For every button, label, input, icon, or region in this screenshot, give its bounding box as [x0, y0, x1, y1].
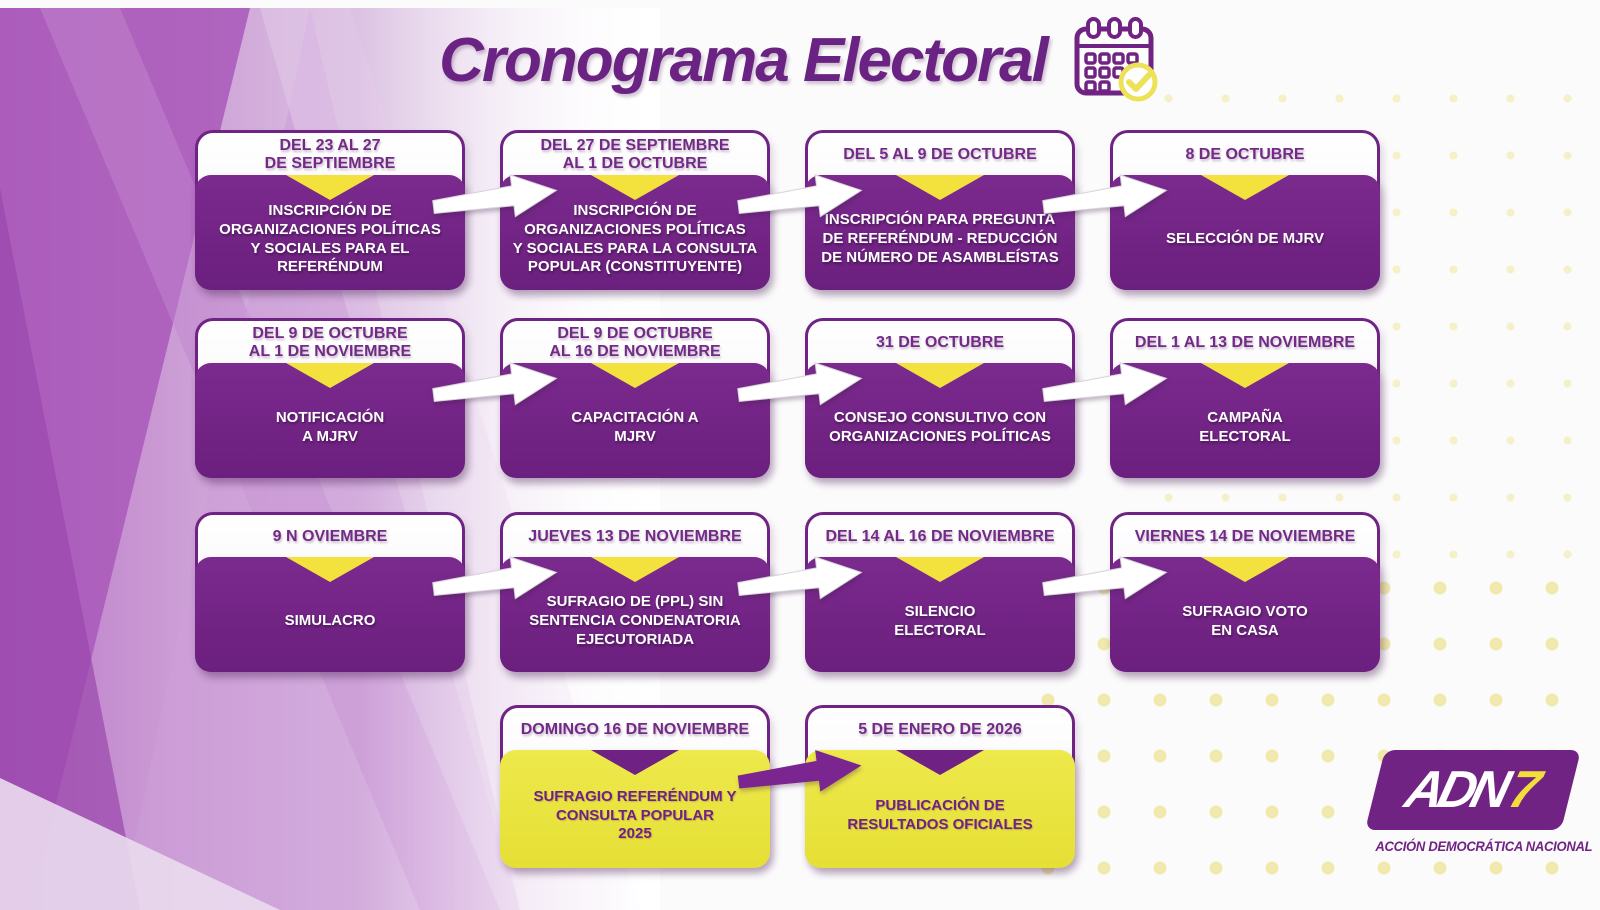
- arrow-right-icon: [432, 362, 558, 406]
- chevron-down-notch-icon: [286, 175, 374, 200]
- arrow-right-icon: [1042, 362, 1168, 406]
- header: Cronograma Electoral: [0, 16, 1600, 104]
- arrow-right-icon: [737, 749, 862, 792]
- card-body-text: SUFRAGIO VOTO EN CASA: [1182, 602, 1308, 639]
- card-date: DEL 27 DE SEPTIEMBRE AL 1 DE OCTUBRE: [540, 137, 730, 172]
- card-body-text: INSCRIPCIÓN DE ORGANIZACIONES POLÍTICAS …: [219, 201, 441, 276]
- chevron-down-notch-icon: [1201, 363, 1289, 388]
- arrow-right-icon: [737, 362, 863, 406]
- chevron-down-notch-icon: [896, 750, 984, 775]
- adn-logo-caption: ACCIÓN DEMOCRÁTICA NACIONAL: [1375, 838, 1593, 854]
- card-body-text: CAPACITACIÓN A MJRV: [571, 408, 699, 445]
- timeline-card: DEL 5 AL 9 DE OCTUBRE INSCRIPCIÓN PARA P…: [805, 130, 1168, 290]
- card-body: SIMULACRO: [195, 557, 465, 672]
- card-body-text: SELECCIÓN DE MJRV: [1165, 230, 1325, 248]
- card-body-text: SUFRAGIO DE (PPL) SIN SENTENCIA CONDENAT…: [529, 593, 741, 648]
- page-title: Cronograma Electoral: [439, 25, 1049, 95]
- adn-logo-letters: ADN: [1399, 761, 1512, 819]
- card-body: CONSEJO CONSULTIVO CON ORGANIZACIONES PO…: [805, 363, 1075, 478]
- timeline-card: DEL 27 DE SEPTIEMBRE AL 1 DE OCTUBRE INS…: [500, 130, 863, 290]
- chevron-down-notch-icon: [1201, 557, 1289, 582]
- card-date: DEL 23 AL 27 DE SEPTIEMBRE: [264, 137, 396, 172]
- chevron-down-notch-icon: [591, 750, 679, 775]
- card-body: NOTIFICACIÓN A MJRV: [195, 363, 465, 478]
- adn-logo-mark: ADN 7: [1365, 750, 1581, 830]
- timeline-card: DEL 1 AL 13 DE NOVIEMBRE CAMPAÑA ELECTOR…: [1110, 318, 1380, 478]
- timeline-card: 8 DE OCTUBRE SELECCIÓN DE MJRV: [1110, 130, 1380, 290]
- card-date: JUEVES 13 DE NOVIEMBRE: [528, 528, 742, 546]
- card-body-text: INSCRIPCIÓN DE ORGANIZACIONES POLÍTICAS …: [512, 201, 758, 276]
- adn-logo-number: 7: [1503, 761, 1547, 819]
- card-body: INSCRIPCIÓN DE ORGANIZACIONES POLÍTICAS …: [195, 175, 465, 290]
- card-body: SUFRAGIO REFERÉNDUM Y CONSULTA POPULAR 2…: [500, 750, 770, 868]
- card-body-text: SUFRAGIO REFERÉNDUM Y CONSULTA POPULAR 2…: [533, 787, 737, 843]
- arrow-right-icon: [1042, 174, 1168, 218]
- card-body-text: NOTIFICACIÓN A MJRV: [275, 408, 385, 445]
- timeline-card: 9 N OVIEMBRE SIMULACRO: [195, 512, 558, 672]
- card-date: DEL 1 AL 13 DE NOVIEMBRE: [1134, 334, 1356, 352]
- arrow-right-icon: [737, 174, 863, 218]
- timeline-row-1: DEL 23 AL 27 DE SEPTIEMBRE INSCRIPCIÓN D…: [195, 130, 1380, 290]
- calendar-check-icon: [1074, 17, 1158, 102]
- card-date: DEL 9 DE OCTUBRE AL 1 DE NOVIEMBRE: [248, 325, 412, 360]
- timeline-card: DEL 9 DE OCTUBRE AL 16 DE NOVIEMBRE CAPA…: [500, 318, 863, 478]
- chevron-down-notch-icon: [591, 175, 679, 200]
- card-date: DEL 9 DE OCTUBRE AL 16 DE NOVIEMBRE: [549, 325, 721, 360]
- card-date: 8 DE OCTUBRE: [1185, 146, 1305, 164]
- card-date: DEL 14 AL 16 DE NOVIEMBRE: [825, 528, 1055, 546]
- card-body-text: CAMPAÑA ELECTORAL: [1199, 408, 1291, 445]
- timeline-card: DEL 14 AL 16 DE NOVIEMBRE SILENCIO ELECT…: [805, 512, 1168, 672]
- chevron-down-notch-icon: [896, 175, 984, 200]
- card-date: 31 DE OCTUBRE: [875, 334, 1005, 352]
- timeline-row-4: DOMINGO 16 DE NOVIEMBRE SUFRAGIO REFERÉN…: [500, 705, 1075, 868]
- timeline-row-3: 9 N OVIEMBRE SIMULACRO JUEVES 13 DE NOVI…: [195, 512, 1380, 672]
- adn-logo: ADN 7 ACCIÓN DEMOCRÁTICA NACIONAL: [1365, 750, 1593, 854]
- chevron-down-notch-icon: [286, 363, 374, 388]
- chevron-down-notch-icon: [591, 363, 679, 388]
- card-body-text: CONSEJO CONSULTIVO CON ORGANIZACIONES PO…: [829, 408, 1051, 445]
- card-date: DEL 5 AL 9 DE OCTUBRE: [843, 146, 1037, 164]
- timeline-card: DEL 23 AL 27 DE SEPTIEMBRE INSCRIPCIÓN D…: [195, 130, 558, 290]
- card-body-text: SILENCIO ELECTORAL: [894, 602, 986, 639]
- card-body-text: SIMULACRO: [284, 612, 376, 630]
- chevron-down-notch-icon: [896, 363, 984, 388]
- chevron-down-notch-icon: [1201, 175, 1289, 200]
- chevron-down-notch-icon: [286, 557, 374, 582]
- card-body-text: INSCRIPCIÓN PARA PREGUNTA DE REFERÉNDUM …: [821, 211, 1059, 266]
- arrow-right-icon: [432, 556, 558, 600]
- chevron-down-notch-icon: [896, 557, 984, 582]
- timeline-card: DOMINGO 16 DE NOVIEMBRE SUFRAGIO REFERÉN…: [500, 705, 862, 868]
- timeline-card: 31 DE OCTUBRE CONSEJO CONSULTIVO CON ORG…: [805, 318, 1168, 478]
- chevron-down-notch-icon: [591, 557, 679, 582]
- arrow-right-icon: [432, 174, 558, 218]
- timeline-row-2: DEL 9 DE OCTUBRE AL 1 DE NOVIEMBRE NOTIF…: [195, 318, 1380, 478]
- timeline-card: DEL 9 DE OCTUBRE AL 1 DE NOVIEMBRE NOTIF…: [195, 318, 558, 478]
- card-date: VIERNES 14 DE NOVIEMBRE: [1134, 528, 1356, 546]
- card-date: DOMINGO 16 DE NOVIEMBRE: [520, 721, 750, 739]
- arrow-right-icon: [1042, 556, 1168, 600]
- card-body-text: PUBLICACIÓN DE RESULTADOS OFICIALES: [847, 797, 1033, 833]
- card-date: 9 N OVIEMBRE: [272, 528, 388, 546]
- arrow-right-icon: [737, 556, 863, 600]
- card-date: 5 DE ENERO DE 2026: [858, 721, 1022, 739]
